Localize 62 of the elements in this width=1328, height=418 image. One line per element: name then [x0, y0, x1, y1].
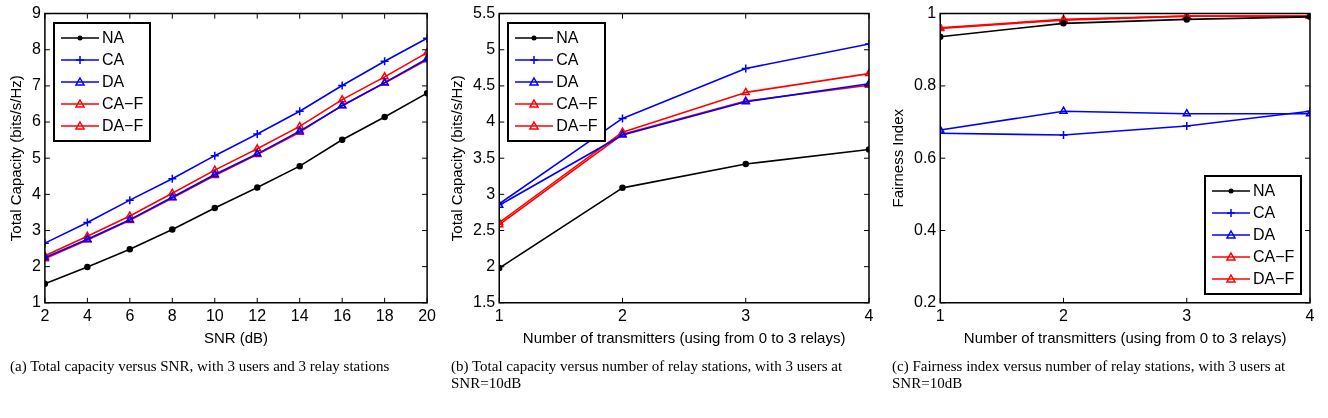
- y-tick-label: 7: [31, 76, 41, 94]
- y-tick-label: 0.4: [913, 220, 937, 238]
- legend-label: NA: [101, 28, 125, 47]
- y-tick-label: 5: [486, 40, 496, 58]
- y-axis-title: Fairness Index: [889, 108, 907, 208]
- text: (c) Fairness index versus number of relay stations, with 3 users at SNR=10dB: [891, 357, 1287, 392]
- y-axis-title: Total Capacity (bits/s/Hz): [448, 75, 466, 242]
- x-tick-label: 16: [333, 306, 352, 324]
- legend-label: NA: [556, 28, 579, 47]
- x-tick-label: 14: [290, 306, 309, 324]
- legend-label: CA: [556, 50, 579, 69]
- y-tick-label: 0.8: [913, 76, 937, 94]
- y-axis-title: Total Capacity (bits/s/Hz): [7, 75, 25, 242]
- y-tick-label: 0.2: [913, 293, 937, 311]
- y-tick-label: 3: [31, 220, 41, 238]
- x-tick-label: 4: [864, 306, 874, 324]
- x-tick-label: 3: [741, 306, 751, 324]
- y-tick-label: 2.5: [472, 220, 496, 238]
- text: (a) Total capacity versus SNR, with 3 users and 3 relay stations: [9, 357, 391, 375]
- legend-label: DA−F: [101, 116, 144, 135]
- legend-label: NA: [1253, 181, 1276, 200]
- legend-label: DA−F: [556, 116, 598, 135]
- y-tick-label: 4: [31, 184, 41, 202]
- legend-label: CA: [1253, 203, 1276, 222]
- legend-label: CA−F: [1253, 247, 1295, 266]
- legend-label: CA−F: [101, 94, 144, 113]
- x-tick-label: 6: [125, 306, 135, 324]
- legend-label: DA−F: [1253, 269, 1295, 288]
- y-tick-label: 5: [31, 148, 41, 166]
- legend-label: DA: [556, 72, 579, 91]
- x-tick-label: 2: [1059, 306, 1069, 324]
- x-axis-title: Number of transmitters (using from 0 to 3 relays): [522, 329, 846, 347]
- y-tick-label: 4.5: [472, 76, 496, 94]
- x-tick-label: 20: [418, 306, 437, 324]
- x-tick-label: 3: [1182, 306, 1192, 324]
- x-axis-title: Number of transmitters (using from 0 to 3 relays): [963, 329, 1287, 347]
- y-tick-label: 5.5: [472, 4, 496, 22]
- legend-label: CA−F: [556, 94, 598, 113]
- y-tick-label: 1: [31, 293, 41, 311]
- y-tick-label: 4: [486, 112, 496, 130]
- x-tick-label: 2: [618, 306, 628, 324]
- y-tick-label: 2: [31, 257, 41, 275]
- y-tick-label: 9: [31, 4, 41, 22]
- x-tick-label: 4: [82, 306, 92, 324]
- legend-label: DA: [101, 72, 125, 91]
- y-tick-label: 3.5: [472, 148, 496, 166]
- y-tick-label: 1: [927, 4, 937, 22]
- x-tick-label: 18: [375, 306, 394, 324]
- y-tick-label: 1.5: [472, 293, 496, 311]
- x-tick-label: 12: [248, 306, 267, 324]
- x-tick-label: 10: [205, 306, 224, 324]
- y-tick-label: 3: [486, 184, 496, 202]
- text: (b) Total capacity versus number of relay stations, with 3 users at SNR=10dB: [450, 357, 844, 392]
- x-tick-label: 4: [1305, 306, 1315, 324]
- x-tick-label: 8: [167, 306, 177, 324]
- y-tick-label: 2: [486, 257, 496, 275]
- x-axis-title: SNR (dB): [203, 329, 269, 347]
- legend-label: CA: [101, 50, 125, 69]
- y-tick-label: 6: [31, 112, 41, 130]
- y-tick-label: 8: [31, 40, 41, 58]
- legend-label: DA: [1253, 225, 1276, 244]
- y-tick-label: 0.6: [913, 148, 937, 166]
